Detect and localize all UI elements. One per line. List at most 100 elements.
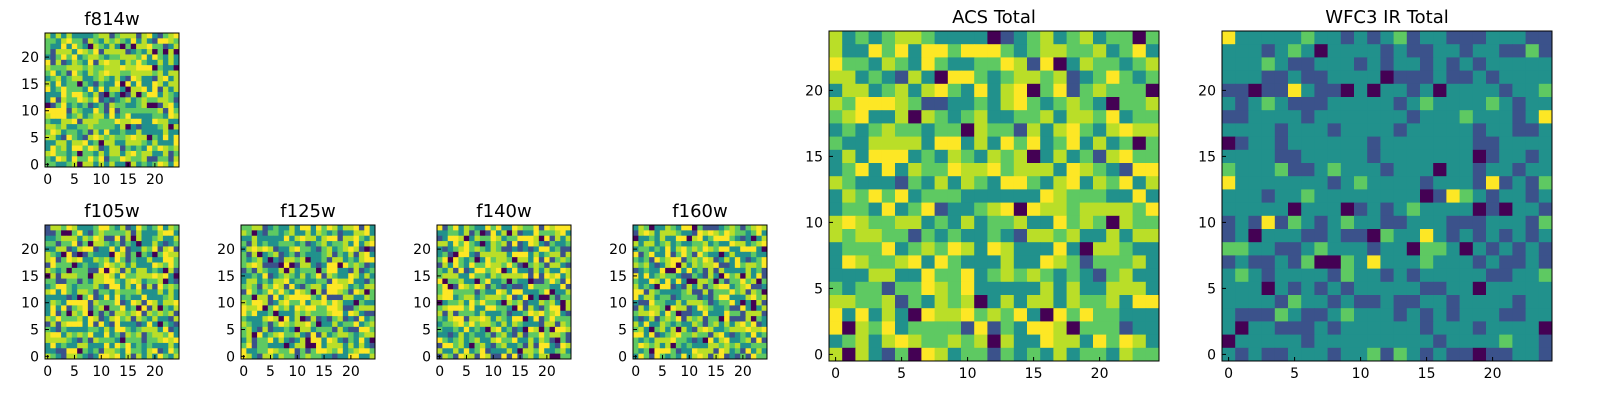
heatmap-cell: [82, 273, 89, 279]
heatmap-cell: [146, 161, 153, 168]
heatmap-cell: [517, 257, 524, 263]
heatmap-cell: [87, 97, 94, 104]
heatmap-cell: [1079, 189, 1094, 203]
heatmap-cell: [71, 140, 78, 146]
heatmap-cell: [469, 278, 475, 285]
heatmap-cell: [1472, 176, 1487, 190]
heatmap-cell: [1093, 321, 1107, 335]
heatmap-cell: [708, 230, 714, 237]
heatmap-cell: [1340, 215, 1355, 230]
heatmap-cell: [358, 235, 365, 242]
heatmap-cell: [1145, 136, 1160, 151]
heatmap-cell: [162, 326, 169, 333]
heatmap-cell: [697, 310, 704, 317]
heatmap-cell: [961, 149, 975, 164]
heatmap-cell: [316, 305, 322, 312]
heatmap-cell: [332, 283, 338, 290]
heatmap-cell: [157, 108, 164, 114]
heatmap-cell: [533, 348, 540, 355]
heatmap-cell: [66, 321, 73, 328]
heatmap-cell: [162, 81, 169, 87]
heatmap-cell: [168, 353, 175, 360]
heatmap-cell: [855, 136, 869, 151]
heatmap-cell: [173, 326, 180, 333]
heatmap-cell: [125, 332, 132, 338]
heatmap-cell: [495, 267, 502, 274]
x-tick-label: 0: [43, 172, 52, 188]
heatmap-cell: [633, 262, 639, 269]
heatmap-cell: [1079, 123, 1094, 137]
heatmap-cell: [538, 353, 545, 360]
heatmap-cell: [337, 294, 344, 301]
heatmap-cell: [1145, 57, 1160, 71]
heatmap-cell: [729, 251, 736, 258]
heatmap-cell: [353, 348, 360, 355]
heatmap-cell: [1093, 308, 1107, 322]
heatmap-cell: [93, 294, 99, 301]
heatmap-cell: [358, 289, 365, 296]
heatmap-cell: [1512, 136, 1526, 151]
heatmap-cell: [1420, 149, 1434, 164]
heatmap-cell: [87, 342, 94, 349]
heatmap-cell: [157, 129, 164, 136]
heatmap-cell: [638, 230, 645, 237]
heatmap-cell: [1446, 123, 1460, 137]
heatmap-cell: [168, 294, 175, 301]
heatmap-cell: [55, 230, 62, 237]
heatmap-cell: [141, 332, 148, 338]
heatmap-cell: [125, 337, 132, 344]
heatmap-cell: [168, 225, 175, 231]
heatmap-cell: [326, 273, 333, 279]
heatmap-cell: [353, 241, 360, 247]
heatmap-cell: [729, 332, 736, 338]
heatmap-cell: [517, 348, 524, 355]
heatmap-cell: [87, 230, 94, 237]
heatmap-cell: [681, 257, 687, 263]
heatmap-cell: [77, 81, 83, 87]
heatmap-cell: [1040, 136, 1054, 151]
heatmap-cell: [921, 163, 935, 177]
heatmap-cell: [1053, 70, 1067, 85]
heatmap-cell: [961, 215, 975, 230]
heatmap-cell: [103, 49, 110, 55]
heatmap-cell: [321, 246, 328, 253]
heatmap-cell: [257, 241, 263, 247]
heatmap-cell: [713, 305, 720, 312]
heatmap-cell: [549, 241, 556, 247]
heatmap-cell: [1393, 334, 1408, 349]
heatmap-cell: [691, 316, 698, 322]
heatmap-cell: [868, 229, 883, 243]
heatmap-cell: [1027, 149, 1041, 164]
heatmap-cell: [670, 305, 677, 312]
heatmap-cell: [1288, 163, 1302, 177]
heatmap-cell: [442, 332, 449, 338]
heatmap-cell: [1499, 44, 1513, 58]
heatmap-cell: [87, 129, 94, 136]
heatmap-cells: [1222, 31, 1553, 362]
heatmap-cell: [1027, 176, 1041, 190]
heatmap-cell: [114, 118, 121, 125]
heatmap-cell: [1472, 149, 1487, 164]
heatmap-cell: [1261, 163, 1276, 177]
heatmap-cell: [697, 251, 704, 258]
axes-frame: [828, 30, 1160, 362]
heatmap-cell: [522, 326, 529, 333]
heatmap-cell: [305, 278, 312, 285]
heatmap-cell: [686, 342, 693, 349]
heatmap-cell: [855, 308, 869, 322]
heatmap-cell: [691, 273, 698, 279]
heatmap-cell: [1235, 242, 1249, 256]
heatmap-cell: [442, 310, 449, 317]
heatmap-cell: [453, 348, 459, 355]
heatmap-cell: [474, 241, 481, 247]
heatmap-cell: [1027, 136, 1041, 151]
heatmap-cell: [61, 161, 67, 168]
heatmap-cell: [517, 332, 524, 338]
heatmap-cell: [1222, 255, 1236, 269]
heatmap-cell: [1393, 229, 1408, 243]
heatmap-cell: [1027, 44, 1041, 58]
heatmap-cell: [691, 300, 698, 306]
heatmap-cell: [369, 332, 376, 338]
heatmap-cell: [1380, 83, 1394, 98]
heatmap-cell: [332, 348, 338, 355]
